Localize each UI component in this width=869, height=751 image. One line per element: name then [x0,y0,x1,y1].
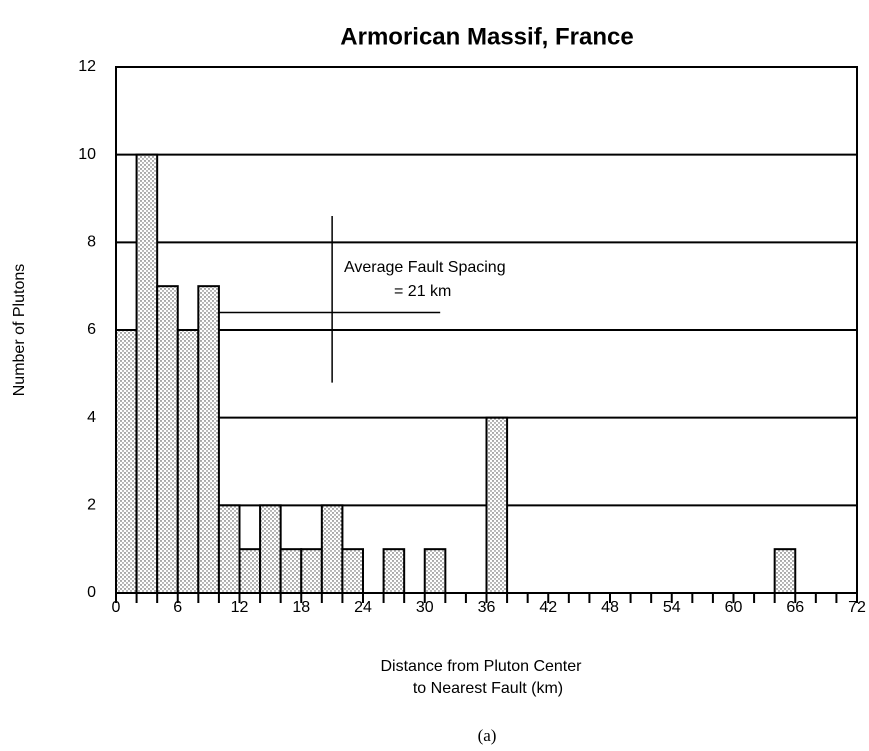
y-tick-label: 6 [87,321,96,338]
y-tick-label: 8 [87,234,96,251]
y-tick-label: 12 [78,58,96,75]
annotation: Average Fault Spacing [344,259,506,276]
bar [238,548,262,595]
caption: (a) [478,726,497,745]
bar [279,548,303,595]
bar [382,548,406,595]
bar [115,329,138,594]
bar [423,548,447,595]
annotation: = 21 km [394,283,451,300]
bar [485,416,509,594]
bar [135,153,159,595]
bar [320,504,344,595]
x-tick-label: 12 [231,599,249,616]
x-tick-label: 54 [663,599,681,616]
x-axis-label: Distance from Pluton Center [381,658,583,675]
x-tick-label: 30 [416,599,434,616]
y-tick-label: 0 [87,584,96,601]
y-axis-label: Number of Plutons [11,264,28,397]
x-tick-label: 72 [848,599,866,616]
chart-title: Armorican Massif, France [340,23,633,50]
bar [300,548,323,595]
y-tick-label: 2 [87,497,96,514]
x-tick-label: 24 [354,599,372,616]
bar [156,285,179,594]
bar [217,504,241,595]
x-tick-label: 66 [786,599,804,616]
bar [176,329,200,594]
x-axis-label: to Nearest Fault (km) [413,680,563,697]
x-tick-label: 42 [539,599,557,616]
bar [773,548,797,595]
x-tick-label: 48 [601,599,619,616]
bar [197,285,220,594]
y-tick-label: 10 [78,146,96,163]
x-tick-label: 36 [478,599,496,616]
plot-frame [115,66,858,594]
bar [259,504,282,595]
x-tick-label: 18 [292,599,310,616]
bar [341,548,364,595]
y-tick-label: 4 [87,409,96,426]
x-tick-label: 6 [173,599,182,616]
x-tick-label: 0 [112,599,121,616]
x-tick-label: 60 [725,599,743,616]
